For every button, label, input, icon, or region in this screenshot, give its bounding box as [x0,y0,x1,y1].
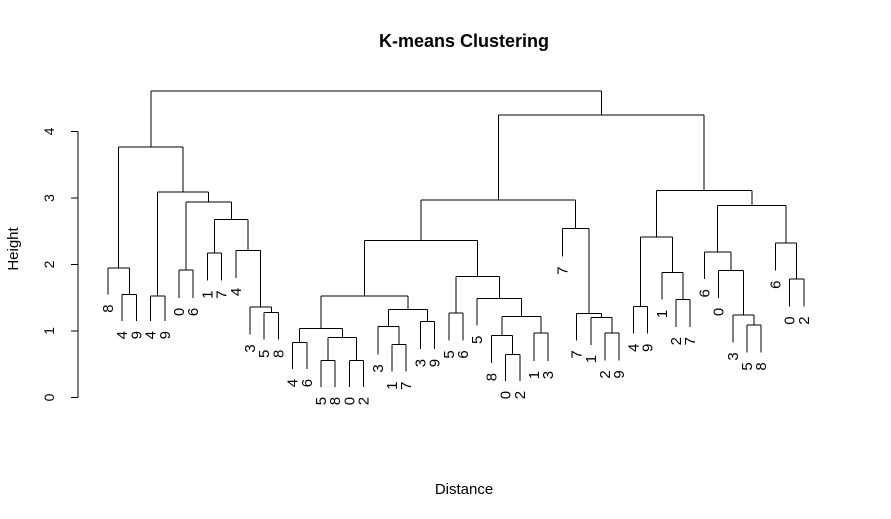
leaf-label: 7 [682,337,699,345]
leaf-label: 5 [256,350,273,358]
leaf-label: 3 [412,359,429,367]
leaf-label: 8 [483,373,500,381]
leaf-label: 6 [767,280,784,288]
leaf-label: 5 [739,362,756,370]
leaf-label: 7 [398,382,415,390]
leaf-label: 8 [100,304,117,312]
leaf-label: 6 [185,308,202,316]
leaf-label: 2 [356,397,373,405]
leaf-label: 7 [569,350,586,358]
leaf-label: 3 [370,364,387,372]
leaf-label: 0 [498,391,515,399]
leaf-label: 9 [128,331,145,339]
leaf-label: 8 [753,362,770,370]
leaf-label: 9 [640,344,657,352]
leaf-label: 5 [313,397,330,405]
leaf-label: 6 [299,379,316,387]
leaf-label: 2 [512,391,529,399]
leaf-label: 0 [341,397,358,405]
leaf-label: 7 [554,267,571,275]
leaf-label: 9 [611,370,628,378]
leaf-label: 8 [270,350,287,358]
leaf-labels: 8494906174358465802317395658021377129491… [100,267,813,406]
leaf-label: 4 [625,344,642,352]
leaf-label: 7 [214,290,231,298]
leaf-label: 2 [668,337,685,345]
leaf-label: 4 [285,379,302,387]
leaf-label: 0 [171,308,188,316]
chart-title: K-means Clustering [379,31,549,51]
leaf-label: 4 [228,288,245,296]
leaf-label: 1 [526,371,543,379]
leaf-label: 4 [114,331,131,339]
leaf-label: 6 [455,350,472,358]
leaf-label: 3 [540,371,557,379]
leaf-label: 5 [441,350,458,358]
y-tick-label: 4 [41,127,57,135]
leaf-label: 4 [143,331,160,339]
y-axis-label: Height [5,226,22,270]
leaf-label: 0 [782,316,799,324]
y-tick-label: 2 [41,260,57,268]
leaf-label: 8 [327,397,344,405]
y-axis: 0 1 2 3 4 [41,127,79,401]
leaf-label: 1 [583,355,600,363]
leaf-label: 2 [597,370,614,378]
leaf-label: 3 [725,352,742,360]
leaf-label: 2 [796,316,813,324]
y-tick-label: 0 [41,393,57,401]
dendrogram-branches [107,90,805,387]
leaf-label: 1 [654,310,671,318]
leaf-label: 9 [157,331,174,339]
leaf-label: 9 [427,359,444,367]
leaf-label: 1 [199,290,216,298]
leaf-label: 5 [469,336,486,344]
leaf-label: 0 [711,308,728,316]
x-axis-label: Distance [435,481,493,498]
leaf-label: 3 [242,344,259,352]
y-tick-label: 1 [41,327,57,335]
y-tick-label: 3 [41,194,57,202]
leaf-label: 1 [384,382,401,390]
leaf-label: 6 [696,289,713,297]
